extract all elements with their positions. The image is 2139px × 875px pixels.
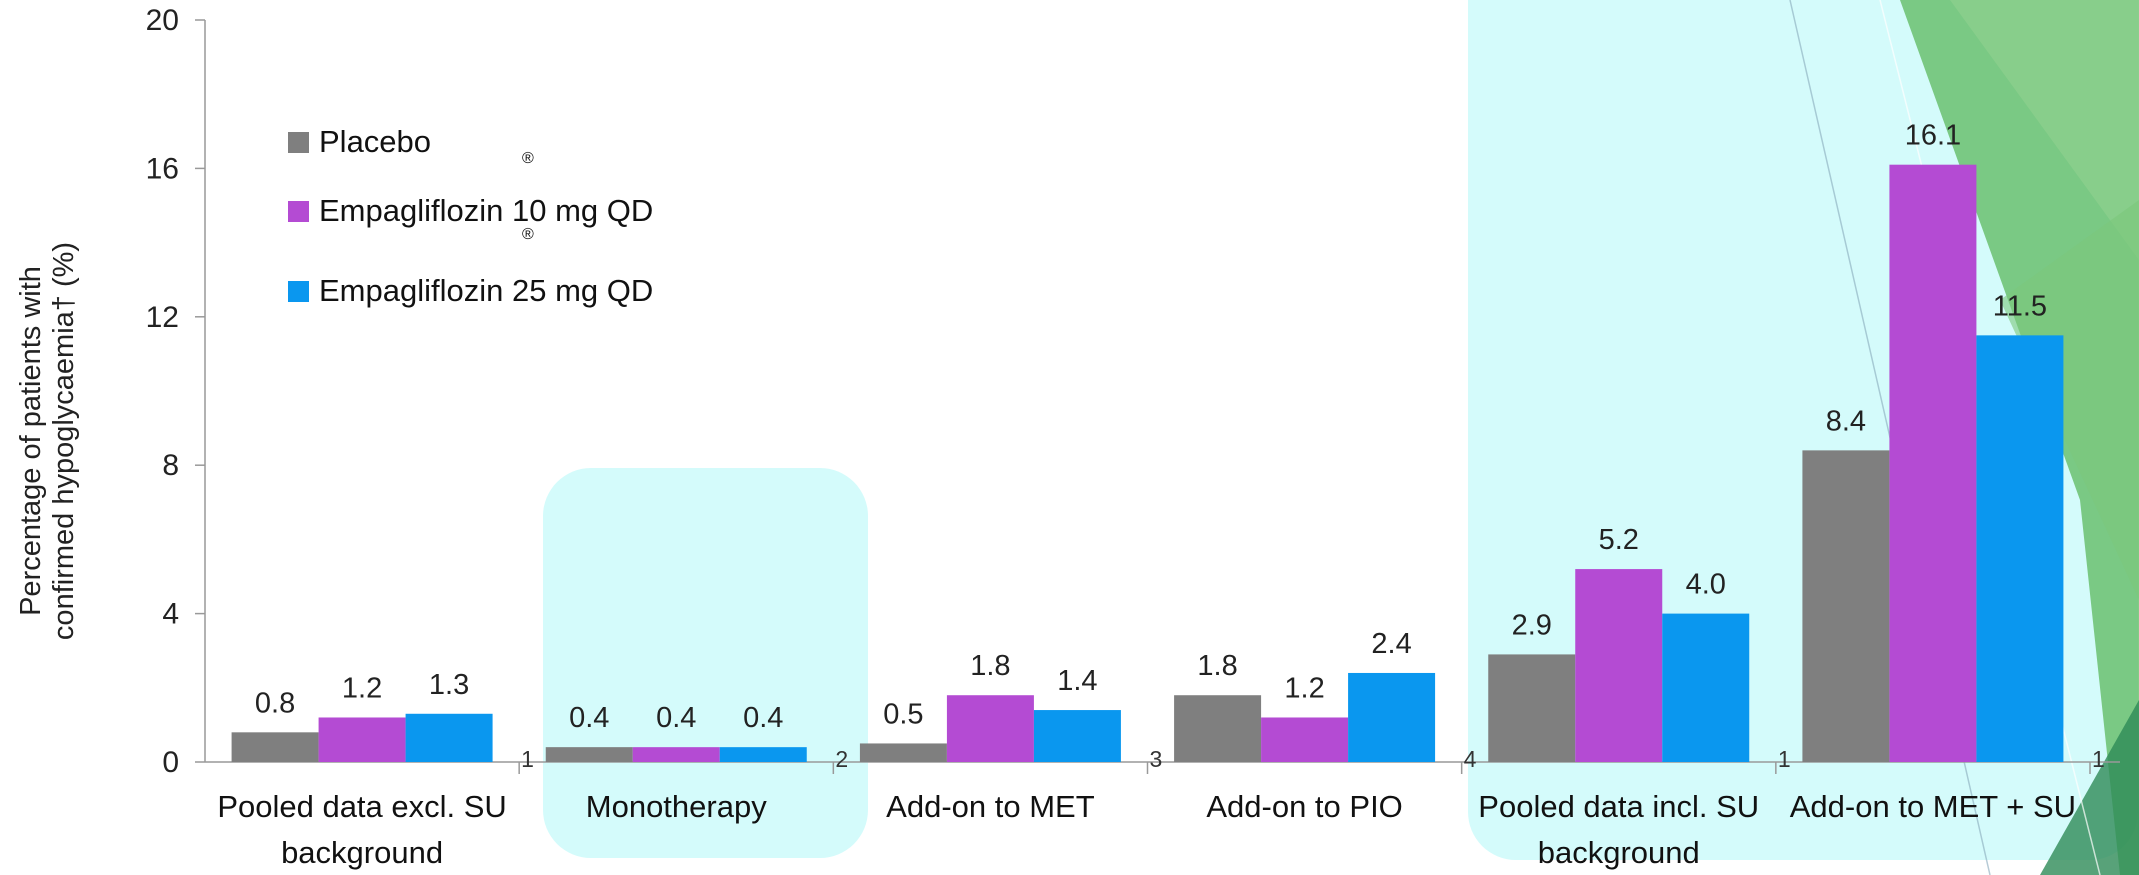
category-label: background <box>281 835 443 870</box>
bar <box>1261 717 1349 762</box>
bar <box>1575 569 1663 762</box>
legend-item-empa10: Empagliflozin 10 mg QD <box>288 193 653 229</box>
y-tick-label: 4 <box>162 598 179 631</box>
bar <box>1889 164 1977 762</box>
bar-value-label: 2.4 <box>1371 628 1411 660</box>
y-tick-label: 16 <box>146 152 179 185</box>
bar <box>946 695 1034 762</box>
footnote-mark: 1 <box>2092 746 2105 772</box>
y-tick-label: 20 <box>146 4 179 37</box>
y-axis-label-line: confirmed hypoglycaemia† (%) <box>48 242 80 640</box>
bar <box>1033 710 1121 762</box>
y-axis-label-line: Percentage of patients with <box>15 266 47 616</box>
legend-swatch-empa25 <box>288 280 309 302</box>
bar-value-label: 2.9 <box>1512 609 1552 641</box>
bar <box>1802 450 1890 762</box>
legend-item-placebo: Placebo <box>288 124 431 160</box>
legend-label-placebo: Placebo <box>319 124 432 159</box>
bar-value-label: 11.5 <box>1993 290 2047 322</box>
bar-value-label: 0.4 <box>656 702 696 734</box>
footnote-mark: 1 <box>1778 746 1791 772</box>
bar <box>231 732 319 762</box>
bar <box>719 747 807 762</box>
bar-value-label: 0.4 <box>743 702 783 734</box>
bar <box>1662 613 1750 762</box>
bar <box>1348 672 1436 762</box>
y-tick-label: 8 <box>162 449 179 482</box>
bar <box>405 713 493 762</box>
bar-value-label: 1.2 <box>342 672 382 704</box>
bar-value-label: 0.4 <box>569 702 609 734</box>
bar <box>1488 654 1576 762</box>
legend-item-empa25: Empagliflozin 25 mg QD <box>288 273 653 309</box>
legend-label-empa25: Empagliflozin 25 mg QD <box>319 273 654 308</box>
y-axis-label: Percentage of patients withconfirmed hyp… <box>15 242 80 640</box>
category-label: Pooled data excl. SU <box>217 789 507 824</box>
bar <box>545 747 633 762</box>
category-label: Add-on to MET <box>886 789 1095 824</box>
bar-value-label: 1.4 <box>1057 665 1097 697</box>
footnote-mark: 3 <box>1150 746 1163 772</box>
category-label: background <box>1538 835 1700 870</box>
bar <box>1976 335 2064 762</box>
footnote-mark: 2 <box>835 746 848 772</box>
category-label: Monotherapy <box>586 789 767 824</box>
bar <box>632 747 720 762</box>
bar-value-label: 1.3 <box>429 669 469 701</box>
bar-value-label: 0.5 <box>883 698 923 730</box>
highlight-panel-monotherapy <box>543 468 868 858</box>
bar <box>318 717 406 762</box>
legend-swatch-empa10 <box>288 200 309 222</box>
bar-value-label: 1.8 <box>970 650 1010 682</box>
y-tick-label: 0 <box>162 746 179 779</box>
bar <box>1174 695 1262 762</box>
bar-value-label: 4.0 <box>1686 569 1726 601</box>
y-tick-label: 12 <box>146 301 179 334</box>
bar-value-label: 16.1 <box>1905 120 1961 152</box>
bar-value-label: 0.8 <box>255 687 295 719</box>
category-label: Add-on to MET + SU <box>1790 789 2076 824</box>
legend-label-empa10: Empagliflozin 10 mg QD <box>319 193 654 228</box>
registered-mark-2: ® <box>522 226 534 243</box>
category-label: Add-on to PIO <box>1206 789 1402 824</box>
bar-value-label: 8.4 <box>1826 405 1866 437</box>
bar-value-label: 5.2 <box>1599 524 1639 556</box>
footnote-mark: 1 <box>521 746 534 772</box>
registered-mark-1: ® <box>522 150 534 167</box>
footnote-mark: 4 <box>1464 746 1477 772</box>
bar-value-label: 1.8 <box>1197 650 1237 682</box>
legend-swatch-placebo <box>288 131 309 153</box>
bar <box>859 743 947 762</box>
category-label: Pooled data incl. SU <box>1478 789 1759 824</box>
bar-value-label: 1.2 <box>1284 672 1324 704</box>
